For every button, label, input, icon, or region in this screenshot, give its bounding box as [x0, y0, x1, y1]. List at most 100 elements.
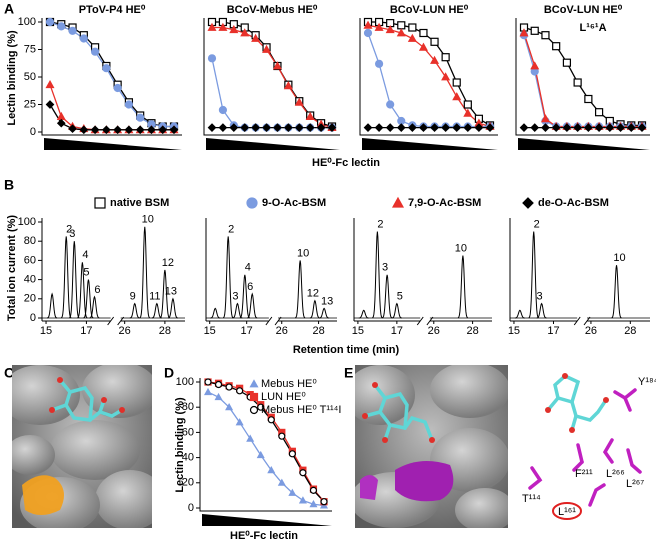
marker [90, 47, 100, 56]
marker [288, 450, 296, 458]
x-tick-label: 15 [352, 325, 364, 337]
peak [239, 274, 251, 319]
legend-label: Mebus HE⁰ [261, 378, 317, 390]
peak [167, 297, 179, 319]
marker [249, 405, 259, 415]
x-tick-label: 15 [508, 325, 520, 337]
marker [207, 123, 217, 132]
marker [441, 53, 450, 62]
marker [594, 123, 604, 132]
marker [267, 465, 276, 474]
y-tick-label: 80 [24, 235, 36, 247]
marker [309, 499, 318, 508]
marker [541, 123, 550, 132]
marker [136, 113, 145, 122]
marker [430, 123, 439, 132]
peak [60, 236, 72, 319]
marker [320, 498, 328, 506]
series-line [367, 32, 490, 128]
marker [94, 197, 106, 209]
marker [385, 123, 395, 132]
marker [273, 123, 282, 132]
chart-title: BCoV-LUN HE⁰ [544, 4, 623, 16]
y-tick-label: 50 [24, 71, 36, 83]
marker [441, 72, 451, 81]
marker [452, 123, 462, 132]
marker [386, 100, 395, 109]
series-line [523, 35, 642, 128]
peak [151, 302, 162, 319]
peak [46, 292, 58, 319]
peak [210, 307, 221, 319]
marker [79, 125, 89, 135]
marker [251, 33, 261, 42]
marker [124, 100, 134, 109]
marker [463, 108, 473, 117]
x-axis-label: Retention time (min) [293, 344, 400, 356]
marker [474, 123, 484, 132]
marker [637, 123, 647, 132]
x-tick-label: 26 [119, 325, 131, 337]
marker [277, 478, 286, 486]
peak-label: 4 [82, 249, 88, 261]
peak [391, 302, 402, 319]
marker [397, 21, 406, 30]
marker [573, 123, 582, 132]
y-tick-label: 100 [176, 376, 194, 388]
marker [56, 111, 66, 121]
marker [408, 23, 417, 32]
peak-label: 2 [66, 223, 72, 235]
peak [247, 292, 258, 319]
x-tick-label: 28 [624, 325, 636, 337]
marker [214, 380, 223, 389]
peak-label: 12 [162, 257, 174, 269]
peak [309, 299, 320, 319]
peak [89, 295, 100, 319]
peak-label: 10 [455, 243, 467, 255]
y-axis-label: Lectin binding (%) [174, 397, 186, 493]
peak-label: 3 [537, 291, 543, 303]
marker [68, 26, 77, 35]
marker [246, 434, 255, 442]
peak [372, 231, 383, 319]
marker [605, 123, 615, 132]
marker [272, 61, 282, 70]
marker [562, 58, 572, 67]
marker [68, 124, 77, 134]
marker [124, 125, 134, 135]
panel-label: B [4, 177, 14, 193]
marker [294, 123, 304, 132]
marker [363, 20, 373, 29]
marker [452, 92, 462, 101]
series-line [212, 21, 333, 128]
marker [214, 392, 223, 401]
peak [457, 255, 469, 319]
peak [222, 236, 234, 319]
dilution-wedge [202, 514, 332, 526]
dilution-wedge [518, 138, 650, 150]
panel-label: A [4, 1, 14, 17]
peak [381, 274, 393, 319]
marker [562, 123, 572, 132]
marker [218, 105, 228, 115]
marker [419, 28, 428, 38]
peak-label: 11 [149, 291, 160, 303]
marker [204, 378, 212, 386]
x-axis-label: HE⁰-Fc lectin [230, 530, 298, 542]
residue-label: T¹¹⁴ [522, 493, 541, 505]
axis-line [515, 18, 650, 136]
y-tick-label: 0 [30, 126, 36, 138]
dilution-wedge [44, 138, 182, 150]
peak-label: 2 [534, 219, 540, 231]
marker [584, 123, 593, 132]
marker [288, 488, 297, 496]
marker [256, 450, 265, 459]
marker [374, 22, 384, 31]
peak-label: 13 [321, 295, 333, 307]
marker [218, 22, 228, 31]
peak [319, 307, 330, 319]
marker [530, 123, 540, 132]
panel-label: E [344, 365, 353, 381]
dilution-wedge [362, 138, 498, 150]
marker [236, 387, 244, 395]
